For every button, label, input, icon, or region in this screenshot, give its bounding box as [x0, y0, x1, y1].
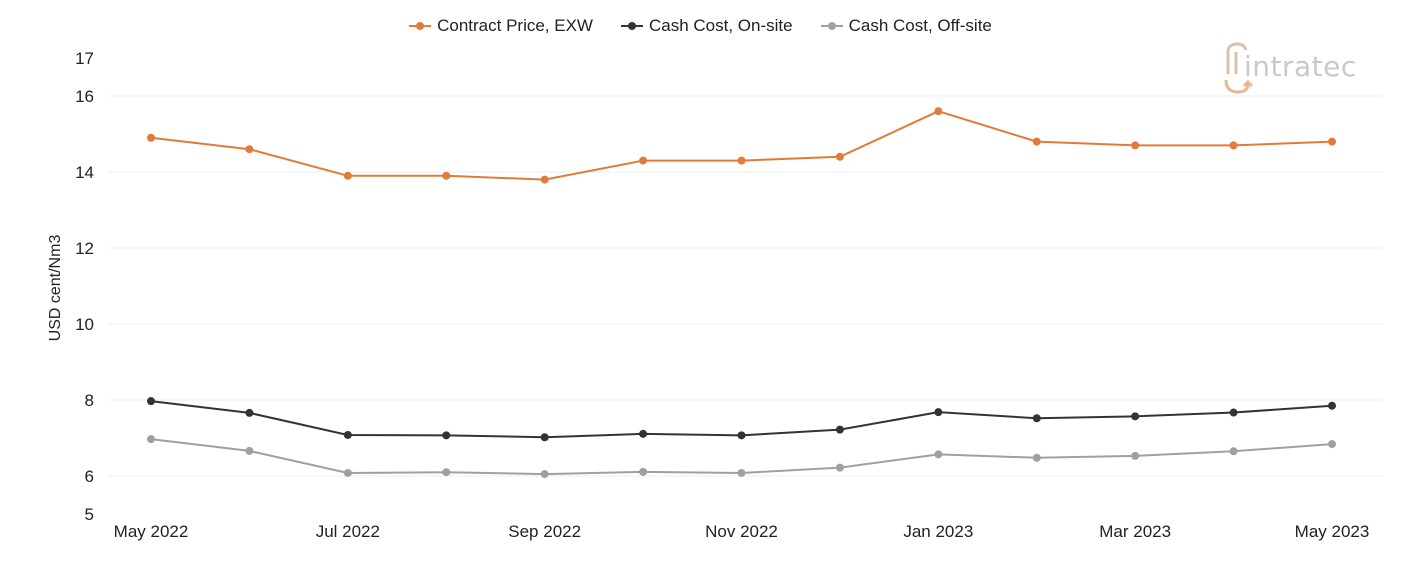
data-point[interactable]: [1131, 141, 1140, 150]
y-tick-label: 5: [85, 505, 94, 524]
y-axis-ticks: 5 6 8 10 12 14 16 17: [75, 49, 94, 524]
data-point[interactable]: [343, 171, 352, 180]
data-point[interactable]: [442, 431, 451, 440]
intratec-logo-icon: [1224, 42, 1254, 94]
y-tick-label: 17: [75, 49, 94, 68]
legend-marker: [820, 20, 843, 32]
data-point[interactable]: [835, 463, 844, 472]
x-tick-label: May 2022: [114, 522, 189, 541]
y-tick-label: 8: [85, 391, 94, 410]
y-tick-label: 12: [75, 239, 94, 258]
data-point[interactable]: [1032, 414, 1041, 423]
data-point[interactable]: [737, 431, 746, 440]
series-group: [147, 107, 1336, 479]
x-tick-label: Jan 2023: [903, 522, 973, 541]
data-point[interactable]: [442, 468, 451, 477]
data-point[interactable]: [1131, 412, 1140, 421]
series-line: [150, 438, 1333, 476]
data-point[interactable]: [1032, 453, 1041, 462]
data-point[interactable]: [639, 467, 648, 476]
y-axis-label: USD cent/Nm3: [47, 234, 64, 342]
legend-label: Cash Cost, Off-site: [848, 16, 992, 35]
data-point[interactable]: [1229, 141, 1238, 150]
y-tick-label: 10: [75, 315, 94, 334]
legend-label: Contract Price, EXW: [437, 16, 593, 35]
watermark-text: intratec: [1244, 50, 1357, 83]
data-point[interactable]: [1328, 137, 1336, 146]
data-point[interactable]: [343, 468, 352, 477]
data-point[interactable]: [639, 156, 648, 165]
data-point[interactable]: [934, 408, 943, 417]
legend-item[interactable]: Cash Cost, On-site: [620, 16, 793, 36]
data-point[interactable]: [835, 152, 844, 161]
data-point[interactable]: [343, 430, 352, 439]
legend-item[interactable]: Contract Price, EXW: [409, 16, 593, 36]
data-point[interactable]: [737, 468, 746, 477]
data-point[interactable]: [1328, 440, 1336, 449]
data-point[interactable]: [245, 145, 254, 154]
data-point[interactable]: [147, 435, 155, 444]
data-point[interactable]: [245, 446, 254, 455]
data-point[interactable]: [835, 425, 844, 434]
data-point[interactable]: [1328, 401, 1336, 410]
series-2: [147, 435, 1336, 479]
legend: Contract Price, EXW Cash Cost, On-site Cas…: [0, 16, 1401, 36]
series-1: [147, 397, 1336, 442]
data-point[interactable]: [737, 156, 746, 165]
legend-label: Cash Cost, On-site: [648, 16, 793, 35]
data-point[interactable]: [934, 450, 943, 459]
x-axis-ticks: May 2022 Jul 2022 Sep 2022 Nov 2022 Jan 2023…: [114, 522, 1370, 541]
legend-item[interactable]: Cash Cost, Off-site: [820, 16, 992, 36]
series-line: [150, 110, 1333, 181]
series-0: [147, 107, 1336, 184]
x-tick-label: Jul 2022: [316, 522, 380, 541]
data-point[interactable]: [147, 133, 155, 142]
y-tick-label: 16: [75, 87, 94, 106]
x-tick-label: Sep 2022: [508, 522, 581, 541]
data-point[interactable]: [1229, 408, 1238, 417]
y-tick-label: 6: [85, 467, 94, 486]
x-tick-label: Mar 2023: [1099, 522, 1171, 541]
y-tick-label: 14: [75, 163, 94, 182]
data-point[interactable]: [540, 433, 549, 442]
data-point[interactable]: [1229, 447, 1238, 456]
data-point[interactable]: [442, 171, 451, 180]
data-point[interactable]: [1032, 137, 1041, 146]
legend-marker: [409, 20, 432, 32]
intratec-logo: intratec: [1222, 42, 1372, 96]
data-point[interactable]: [639, 429, 648, 438]
data-point[interactable]: [245, 408, 254, 417]
data-point[interactable]: [540, 470, 549, 479]
data-point[interactable]: [540, 175, 549, 184]
data-point[interactable]: [147, 397, 155, 406]
data-point[interactable]: [934, 107, 943, 116]
x-tick-label: Nov 2022: [705, 522, 778, 541]
x-tick-label: May 2023: [1295, 522, 1370, 541]
gridlines: [108, 95, 1382, 477]
legend-marker: [620, 20, 643, 32]
data-point[interactable]: [1131, 451, 1140, 460]
